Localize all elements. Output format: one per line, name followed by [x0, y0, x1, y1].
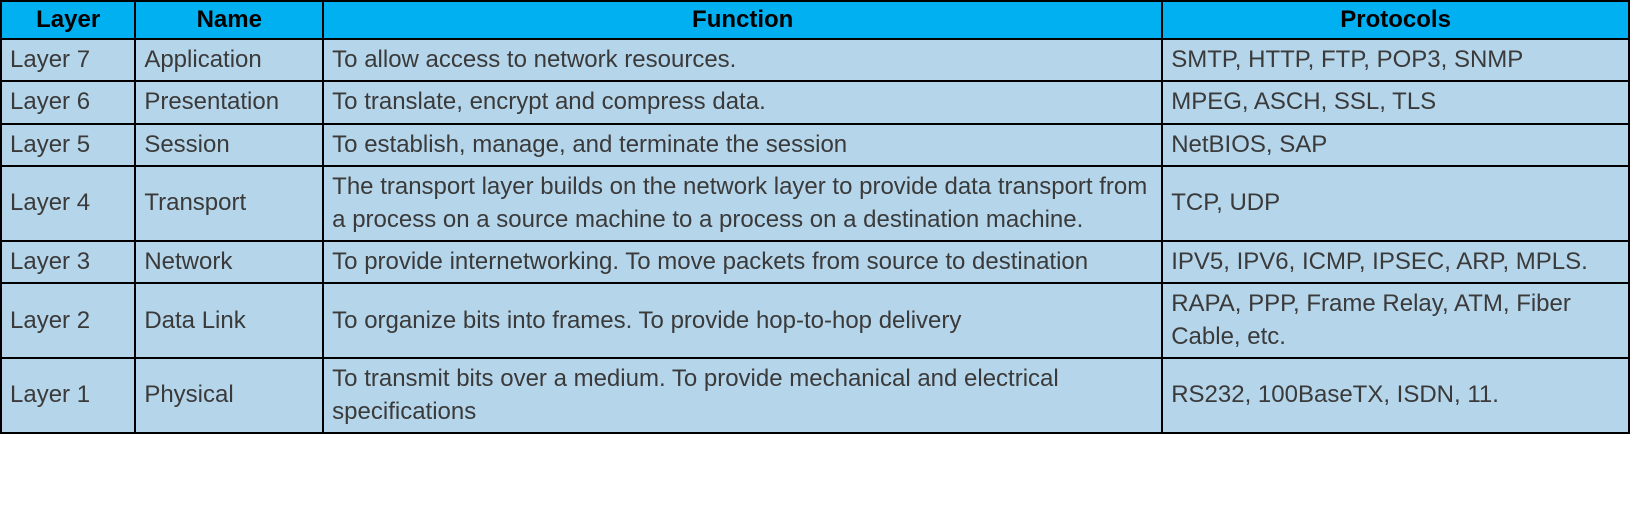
- table-row: Layer 3 Network To provide internetworki…: [1, 241, 1629, 283]
- cell-function: To transmit bits over a medium. To provi…: [323, 358, 1162, 433]
- cell-name: Application: [135, 39, 323, 81]
- cell-layer: Layer 6: [1, 81, 135, 123]
- column-header-layer: Layer: [1, 1, 135, 39]
- table-row: Layer 6 Presentation To translate, encry…: [1, 81, 1629, 123]
- osi-layers-table: Layer Name Function Protocols Layer 7 Ap…: [0, 0, 1630, 434]
- cell-name: Data Link: [135, 283, 323, 358]
- cell-protocols: MPEG, ASCH, SSL, TLS: [1162, 81, 1629, 123]
- column-header-protocols: Protocols: [1162, 1, 1629, 39]
- cell-function: The transport layer builds on the networ…: [323, 166, 1162, 241]
- cell-function: To establish, manage, and terminate the …: [323, 124, 1162, 166]
- table-header: Layer Name Function Protocols: [1, 1, 1629, 39]
- cell-layer: Layer 1: [1, 358, 135, 433]
- table-row: Layer 1 Physical To transmit bits over a…: [1, 358, 1629, 433]
- cell-function: To organize bits into frames. To provide…: [323, 283, 1162, 358]
- cell-protocols: SMTP, HTTP, FTP, POP3, SNMP: [1162, 39, 1629, 81]
- cell-name: Session: [135, 124, 323, 166]
- cell-function: To provide internetworking. To move pack…: [323, 241, 1162, 283]
- cell-layer: Layer 3: [1, 241, 135, 283]
- cell-layer: Layer 4: [1, 166, 135, 241]
- cell-layer: Layer 2: [1, 283, 135, 358]
- table-row: Layer 7 Application To allow access to n…: [1, 39, 1629, 81]
- table-row: Layer 5 Session To establish, manage, an…: [1, 124, 1629, 166]
- cell-protocols: RS232, 100BaseTX, ISDN, 11.: [1162, 358, 1629, 433]
- cell-function: To allow access to network resources.: [323, 39, 1162, 81]
- cell-name: Transport: [135, 166, 323, 241]
- cell-name: Network: [135, 241, 323, 283]
- cell-protocols: RAPA, PPP, Frame Relay, ATM, Fiber Cable…: [1162, 283, 1629, 358]
- table-header-row: Layer Name Function Protocols: [1, 1, 1629, 39]
- cell-protocols: NetBIOS, SAP: [1162, 124, 1629, 166]
- cell-name: Physical: [135, 358, 323, 433]
- cell-name: Presentation: [135, 81, 323, 123]
- cell-layer: Layer 5: [1, 124, 135, 166]
- table-body: Layer 7 Application To allow access to n…: [1, 39, 1629, 433]
- table-row: Layer 2 Data Link To organize bits into …: [1, 283, 1629, 358]
- cell-function: To translate, encrypt and compress data.: [323, 81, 1162, 123]
- table-row: Layer 4 Transport The transport layer bu…: [1, 166, 1629, 241]
- column-header-name: Name: [135, 1, 323, 39]
- cell-protocols: IPV5, IPV6, ICMP, IPSEC, ARP, MPLS.: [1162, 241, 1629, 283]
- cell-protocols: TCP, UDP: [1162, 166, 1629, 241]
- column-header-function: Function: [323, 1, 1162, 39]
- cell-layer: Layer 7: [1, 39, 135, 81]
